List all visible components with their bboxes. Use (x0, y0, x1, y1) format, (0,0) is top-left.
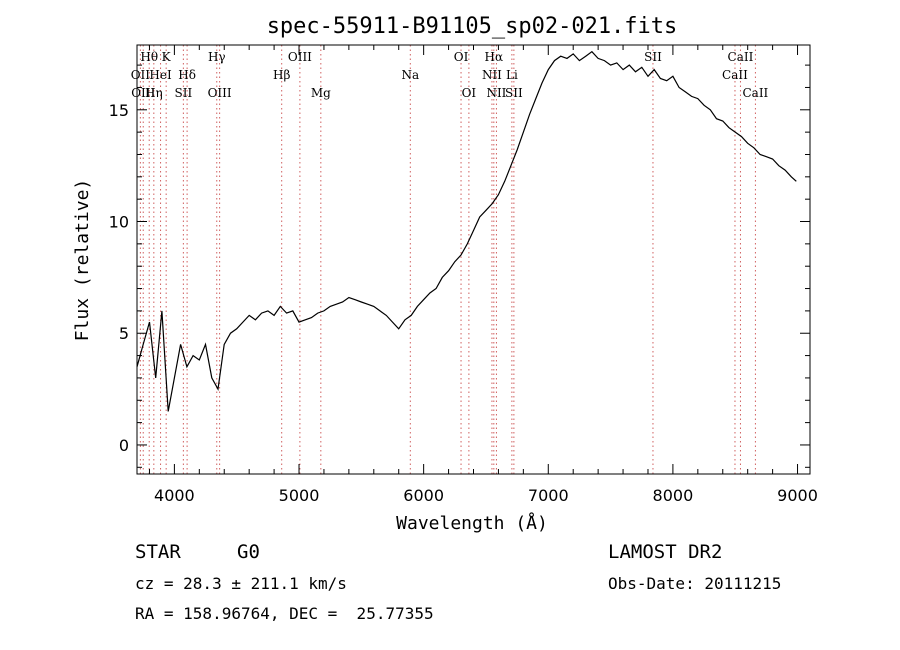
y-tick-label: 0 (119, 436, 129, 455)
line-label: CaII (728, 50, 754, 64)
line-label: OI (454, 50, 469, 64)
coordinates: RA = 158.96764, DEC = 25.77355 (135, 604, 434, 623)
x-tick-label: 6000 (403, 486, 444, 505)
line-label: HeI (149, 68, 172, 82)
x-tick-label: 7000 (528, 486, 569, 505)
object-class: STAR (135, 541, 181, 563)
x-axis-ticks: 4000 5000 6000 7000 8000 9000 (148, 45, 818, 505)
x-tick-label: 4000 (154, 486, 195, 505)
line-label: CaII (722, 68, 748, 82)
y-tick-label: 15 (109, 101, 129, 120)
line-label: K (162, 50, 172, 64)
x-tick-label: 5000 (279, 486, 320, 505)
spectrum-line (136, 50, 797, 412)
spectral-line-markers (139, 45, 756, 474)
line-label: NII (486, 86, 506, 100)
line-label: Hα (485, 50, 504, 64)
observation-date: Obs-Date: 20111215 (608, 574, 782, 593)
object-subclass: G0 (237, 541, 260, 563)
x-axis-label: Wavelength (Å) (396, 512, 548, 534)
y-tick-label: 10 (109, 213, 129, 232)
redshift-velocity: cz = 28.3 ± 211.1 km/s (135, 574, 347, 593)
line-label: Hβ (273, 68, 290, 82)
y-axis-ticks: 0 5 10 15 (109, 64, 810, 468)
line-label: Na (401, 68, 419, 82)
x-tick-label: 9000 (777, 486, 818, 505)
line-label: OII (131, 68, 151, 82)
line-label: Li (506, 68, 518, 82)
line-label: NII (482, 68, 502, 82)
line-label: Hθ (140, 50, 158, 64)
y-axis-label: Flux (relative) (72, 179, 93, 342)
y-tick-label: 5 (119, 324, 129, 343)
line-label: SII (505, 86, 523, 100)
survey-name: LAMOST DR2 (608, 541, 723, 563)
line-label: Hδ (178, 68, 196, 82)
line-label: CaII (742, 86, 768, 100)
line-label: SII (644, 50, 662, 64)
line-label: Hη (145, 86, 163, 100)
line-label: Hγ (208, 50, 226, 64)
line-label: OI (462, 86, 477, 100)
line-label: OIII (208, 86, 232, 100)
spectral-line-labels: OIIOIIIHθHηHeIKSIIHδHγOIIIHβOIIIMgNaOIOI… (131, 50, 769, 100)
line-label: OIII (288, 50, 312, 64)
line-label: SII (175, 86, 193, 100)
chart-title: spec-55911-B91105_sp02-021.fits (267, 14, 678, 39)
line-label: Mg (311, 86, 331, 100)
x-tick-label: 8000 (653, 486, 694, 505)
